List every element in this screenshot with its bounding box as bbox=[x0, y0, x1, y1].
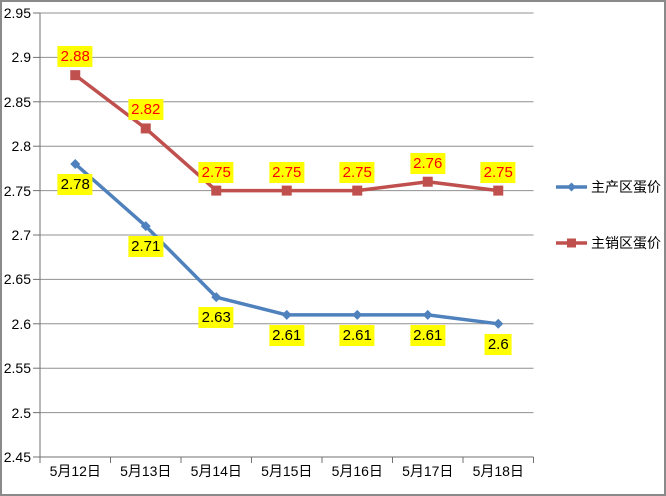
data-label: 2.63 bbox=[198, 307, 234, 329]
y-axis-label: 2.7 bbox=[11, 227, 31, 243]
data-label: 2.61 bbox=[339, 324, 375, 346]
data-point bbox=[70, 158, 81, 169]
data-label: 2.75 bbox=[198, 161, 234, 183]
data-label: 2.78 bbox=[57, 173, 93, 195]
legend-label-sales-area: 主销区蛋价 bbox=[591, 235, 661, 251]
x-axis-label: 5月17日 bbox=[402, 463, 454, 479]
y-axis-label: 2.5 bbox=[11, 404, 31, 421]
y-axis-label: 2.6 bbox=[11, 315, 31, 332]
y-axis-label: 2.85 bbox=[3, 93, 31, 110]
blue-diamond-line-icon bbox=[556, 182, 587, 192]
x-axis-label: 5月18日 bbox=[472, 463, 524, 479]
x-axis-label: 5月16日 bbox=[331, 463, 383, 479]
red-square-line-icon bbox=[556, 238, 587, 248]
data-label: 2.82 bbox=[128, 99, 164, 121]
data-label: 2.76 bbox=[410, 152, 446, 174]
y-axis-label: 2.65 bbox=[3, 271, 31, 288]
data-point bbox=[422, 309, 433, 320]
y-axis-label: 2.55 bbox=[3, 360, 31, 377]
data-label: 2.61 bbox=[410, 324, 446, 346]
legend-item-sales-area: 主销区蛋价 bbox=[555, 232, 661, 254]
data-label: 2.75 bbox=[269, 161, 305, 183]
data-label: 2.6 bbox=[484, 333, 512, 355]
data-point bbox=[493, 185, 504, 196]
y-axis-label: 2.75 bbox=[3, 182, 31, 199]
legend-label-production-area: 主产区蛋价 bbox=[591, 179, 661, 195]
y-axis-label: 2.8 bbox=[11, 138, 31, 155]
data-point bbox=[422, 176, 433, 187]
data-point bbox=[140, 123, 151, 134]
legend-marker bbox=[567, 238, 576, 248]
data-point bbox=[352, 185, 363, 196]
x-axis-label: 5月13日 bbox=[120, 463, 172, 479]
legend-marker bbox=[567, 182, 576, 192]
legend-item-production-area: 主产区蛋价 bbox=[555, 176, 661, 198]
y-axis-label: 2.45 bbox=[3, 449, 31, 465]
data-point bbox=[70, 70, 81, 81]
data-point bbox=[281, 185, 292, 196]
data-point bbox=[140, 221, 151, 232]
data-label: 2.71 bbox=[128, 236, 164, 258]
data-point bbox=[493, 318, 504, 329]
data-label: 2.88 bbox=[57, 46, 93, 68]
data-point bbox=[211, 292, 222, 303]
y-axis-label: 2.95 bbox=[3, 5, 31, 21]
data-point bbox=[211, 185, 222, 196]
data-label: 2.61 bbox=[269, 324, 305, 346]
data-label: 2.75 bbox=[339, 161, 375, 183]
x-axis-label: 5月12日 bbox=[49, 463, 101, 479]
x-axis-label: 5月14日 bbox=[190, 463, 242, 479]
x-axis-label: 5月15日 bbox=[261, 463, 313, 479]
data-point bbox=[352, 309, 363, 320]
data-point bbox=[281, 309, 292, 320]
data-label: 2.75 bbox=[480, 161, 516, 183]
y-axis-label: 2.9 bbox=[11, 49, 31, 66]
